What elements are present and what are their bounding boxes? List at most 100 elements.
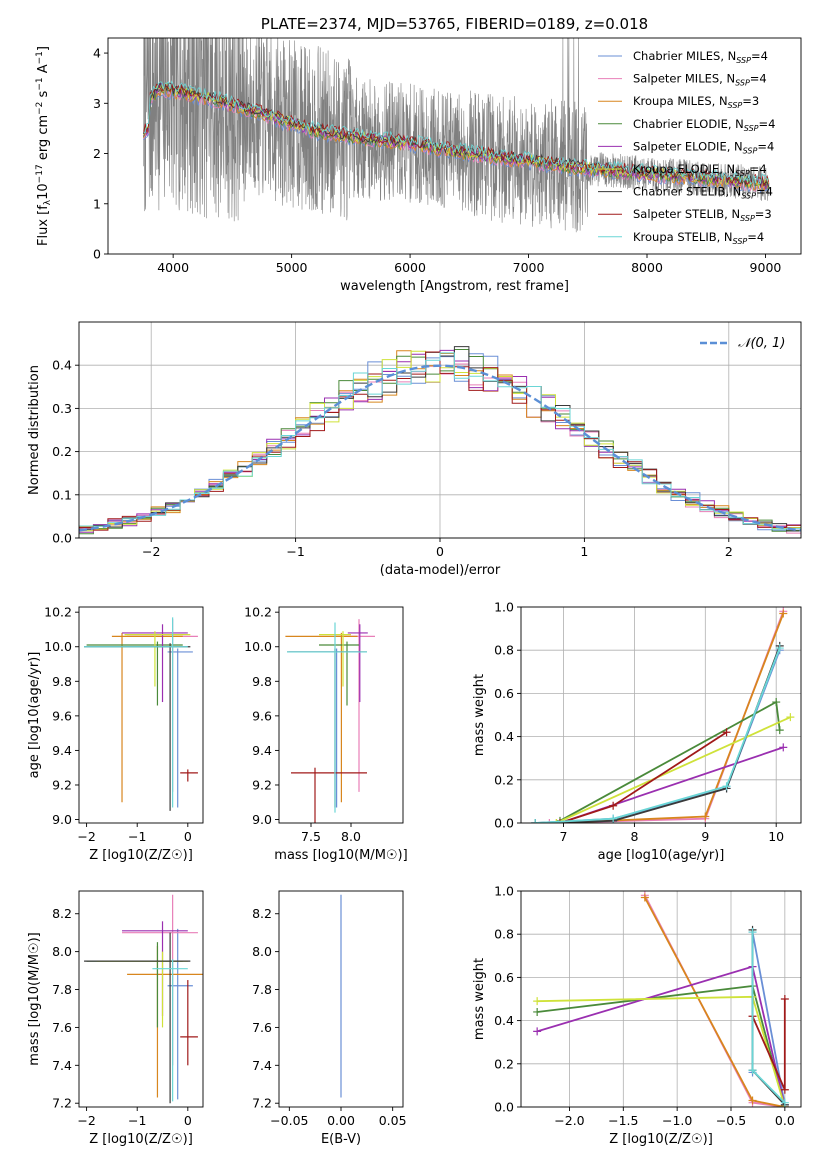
y-tick-label: 0.8 xyxy=(494,643,514,658)
y-tick-label: 7.2 xyxy=(252,1096,272,1111)
y-axis-label-part: 10 xyxy=(36,183,51,200)
legend-label-part: SSP xyxy=(736,56,751,65)
y-tick-label: 4 xyxy=(93,46,101,61)
y-tick-label: 10.2 xyxy=(44,605,72,620)
y-axis-label-part: s xyxy=(36,90,51,101)
y-tick-label: 0.6 xyxy=(494,686,514,701)
mass-weight-marker xyxy=(722,728,731,737)
x-axis-label: Z [log10(Z/Z☉)] xyxy=(89,848,193,863)
x-tick-label: 9000 xyxy=(750,260,782,275)
legend-label-part: SSP xyxy=(740,214,755,223)
legend-label-part: =3 xyxy=(755,207,772,221)
y-tick-label: 9.6 xyxy=(52,708,72,723)
x-tick-label: −0.05 xyxy=(270,1113,308,1128)
x-tick-label: 8 xyxy=(630,829,638,844)
model-spectrum xyxy=(143,80,770,185)
plot-area xyxy=(533,891,789,1107)
y-tick-label: 0.6 xyxy=(494,970,514,985)
mass-weight-line xyxy=(535,647,781,823)
y-tick-label: 9.2 xyxy=(52,777,72,792)
legend-label-part: Chabrier ELODIE, N xyxy=(633,117,744,131)
legend-label-part: Kroupa MILES, N xyxy=(633,94,728,108)
x-tick-label: 2 xyxy=(725,544,733,559)
ebv-mass-panel: −0.05 0.00 0.05 7.2 7.4 7.6 7.8 8.0 8.2 E(B-V) xyxy=(252,890,407,1147)
x-tick-label: 0.00 xyxy=(327,1113,355,1128)
legend-label-part: =4 xyxy=(757,139,774,153)
legend-label-part: Kroupa ELODIE, N xyxy=(633,162,735,176)
y-tick-label: 7.2 xyxy=(52,1096,72,1111)
x-tick-label: 0.0 xyxy=(775,1113,795,1128)
legend-label: Chabrier STELIB, NSSP=4 xyxy=(633,185,773,201)
legend-label-part: Salpeter MILES, N xyxy=(633,72,735,86)
legend-label-part: =3 xyxy=(742,94,759,108)
legend-label-part: =4 xyxy=(750,162,767,176)
y-tick-label: 0.2 xyxy=(494,1056,514,1071)
y-tick-label: 0.0 xyxy=(494,816,514,831)
plot-area xyxy=(84,617,198,811)
mass-weight-marker xyxy=(786,713,795,722)
legend-label: Salpeter MILES, NSSP=4 xyxy=(633,72,767,88)
mass-weight-line xyxy=(644,897,785,1107)
z-mass-panel: −2 −1 0 7.2 7.4 7.6 7.8 8.0 8.2 Z [log10(Z/Z☉)] ma… xyxy=(27,890,204,1147)
y-tick-label: 9.2 xyxy=(252,777,272,792)
normal-curve xyxy=(79,364,801,532)
y-tick-label: 0.0 xyxy=(52,531,72,546)
y-tick-label: 1.0 xyxy=(494,600,514,615)
y-tick-label: 7.6 xyxy=(252,1020,272,1035)
z-age-panel: −2 −1 0 9.0 9.2 9.4 9.6 9.8 10.0 10.2 Z [log10(Z/Z… xyxy=(27,605,204,863)
x-tick-label: −0.5 xyxy=(716,1113,746,1128)
x-tick-label: 1 xyxy=(580,544,588,559)
x-tick-label: 7000 xyxy=(513,260,545,275)
mass-weight-marker xyxy=(748,1096,757,1105)
y-tick-label: 9.8 xyxy=(252,674,272,689)
y-tick-label: 7.8 xyxy=(52,982,72,997)
y-axis-label: mass [log10(M/M☉)] xyxy=(27,932,42,1065)
y-tick-label: 0.3 xyxy=(52,401,72,416)
mass-weight-marker xyxy=(701,812,710,821)
legend-label-part: Salpeter STELIB, N xyxy=(633,207,740,221)
mass-age-panel: 7.5 8.0 9.0 9.2 9.4 9.6 9.8 10.0 10.2 mass [log10… xyxy=(244,605,408,863)
y-axis-label-part: −17 xyxy=(35,164,45,183)
x-axis-label: (data-model)/error xyxy=(380,563,501,578)
y-tick-label: 7.4 xyxy=(52,1058,72,1073)
legend-label: Salpeter STELIB, NSSP=3 xyxy=(633,207,772,223)
mass-weight-marker xyxy=(640,893,649,902)
legend-label: Chabrier MILES, NSSP=4 xyxy=(633,49,768,65)
legend-label: 𝒩(0, 1) xyxy=(738,336,785,351)
mass-weight-line xyxy=(536,965,786,1107)
x-tick-label: −1 xyxy=(128,1113,146,1128)
y-tick-label: 7.6 xyxy=(52,1020,72,1035)
y-axis-label-part: A xyxy=(36,64,51,77)
mass-weight-marker xyxy=(533,1007,542,1016)
y-axis-label: Flux [fλ10−17 erg cm−2 s−1 A−1] xyxy=(35,46,53,246)
mass-weight-line xyxy=(556,716,791,823)
y-tick-label: 7.8 xyxy=(252,982,272,997)
y-tick-label: 0.2 xyxy=(494,772,514,787)
x-tick-label: −2 xyxy=(77,829,95,844)
plot-area xyxy=(143,38,770,233)
legend-label-part: SSP xyxy=(744,124,759,133)
plot-area xyxy=(285,619,375,823)
y-axis-label: age [log10(age/yr)] xyxy=(27,652,42,779)
y-tick-label: 0.0 xyxy=(494,1100,514,1115)
mass-weight-marker xyxy=(609,814,618,823)
legend-label-part: SSP xyxy=(741,192,756,201)
legend-label-part: =4 xyxy=(747,230,764,244)
y-axis-label-part: −1 xyxy=(35,77,45,90)
x-tick-label: 6000 xyxy=(394,260,426,275)
mass-weight-marker xyxy=(609,801,618,810)
x-tick-label: −1.5 xyxy=(608,1113,638,1128)
legend-label: Salpeter ELODIE, NSSP=4 xyxy=(633,139,774,155)
y-tick-label: 9.0 xyxy=(52,812,72,827)
mass-weight-marker xyxy=(533,1027,542,1036)
legend-label: Kroupa ELODIE, NSSP=4 xyxy=(633,162,767,178)
mass-weight-marker xyxy=(772,698,781,707)
y-tick-label: 8.2 xyxy=(52,906,72,921)
legend-label-part: SSP xyxy=(733,237,748,246)
mass-weight-marker xyxy=(780,995,789,1003)
mass-weight-marker xyxy=(780,1098,789,1107)
mass-weight-marker xyxy=(722,782,731,791)
x-tick-label: 0.05 xyxy=(379,1113,407,1128)
mass-weight-line xyxy=(556,613,785,823)
